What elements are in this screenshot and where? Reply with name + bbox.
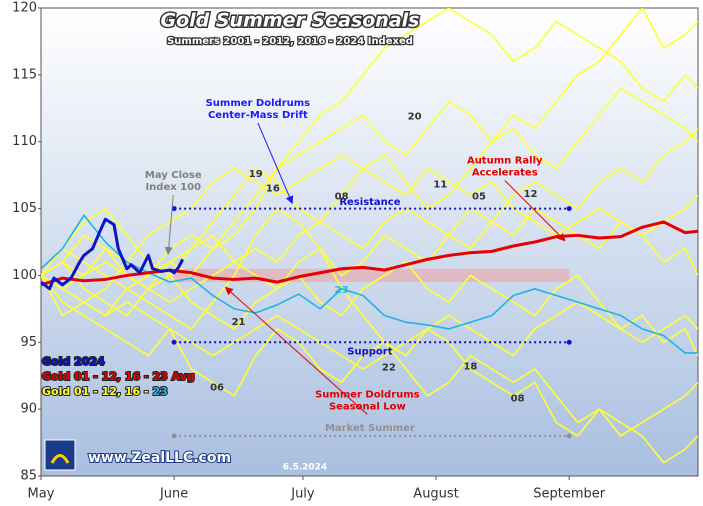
legend-text: 23 (152, 385, 167, 398)
reference-label: Support (347, 347, 392, 358)
y-tick-label: 115 (12, 67, 37, 82)
chart-title: Gold Summer Seasonals (161, 10, 420, 32)
legend-text: Gold 2024 (42, 355, 105, 368)
year-label: 08 (511, 393, 525, 404)
reference-end (566, 206, 572, 212)
reference-end (566, 339, 572, 345)
legend-text: Gold 01 - 12, 16 - (42, 385, 152, 398)
series-line (41, 274, 698, 370)
website: www.ZealLLC.com (88, 450, 231, 466)
annotation: Summer Doldrums (315, 389, 420, 400)
year-label: 16 (266, 184, 280, 195)
legend-entry: Gold 2024 (42, 355, 105, 368)
year-label: 05 (472, 192, 486, 203)
x-tick-label: July (290, 487, 315, 502)
y-tick-label: 95 (20, 335, 37, 350)
date-stamp: 6.5.2024 (283, 463, 327, 473)
seasonal-band (174, 268, 570, 283)
year-label: 11 (433, 180, 447, 191)
series-line (41, 274, 698, 464)
annotation: May Close (145, 170, 202, 181)
reference-label: Market Summer (325, 423, 415, 434)
year-label: 12 (524, 189, 538, 200)
series-line (41, 220, 698, 287)
series-line (41, 214, 698, 354)
reference-end (171, 433, 177, 439)
year-label: 19 (249, 169, 263, 180)
annotation: Summer Doldrums (206, 98, 311, 109)
annotation: Autumn Rally (467, 155, 543, 166)
year-label: 18 (463, 361, 477, 372)
series-line (41, 217, 185, 291)
year-label: 08 (335, 192, 349, 203)
series-line (41, 8, 698, 290)
y-tick-label: 105 (12, 201, 37, 216)
x-tick-label: August (413, 487, 459, 502)
annotation: Center-Mass Drift (208, 110, 308, 121)
annotation-arrow (164, 195, 174, 256)
annotation-arrow (504, 180, 566, 242)
y-tick-label: 100 (12, 268, 37, 283)
legend-entry: Gold 01 - 12, 16 - 23 (42, 385, 168, 398)
series-line (41, 207, 698, 437)
chart-subtitle: Summers 2001 - 2012, 2016 - 2024 Indexed (167, 36, 413, 47)
reference-end (171, 206, 177, 212)
year-label: 20 (408, 111, 422, 122)
year-label: 21 (232, 317, 246, 328)
y-tick-label: 120 (12, 1, 37, 16)
legend-entry: Gold 01 - 12, 16 - 23 Avg (42, 370, 195, 383)
y-tick-label: 90 (20, 402, 37, 417)
x-tick-label: June (159, 487, 188, 502)
logo-mark (50, 454, 70, 464)
legend-text: Gold 01 - 12, 16 - 23 Avg (42, 370, 195, 383)
y-tick-label: 85 (20, 469, 37, 484)
reference-end (566, 433, 572, 439)
x-tick-label: May (28, 487, 55, 502)
annotation-arrow (257, 122, 294, 205)
series-line (41, 207, 698, 330)
annotation-arrow (224, 286, 368, 415)
series-line (41, 154, 698, 277)
year-label: 06 (210, 383, 224, 394)
annotation: Accelerates (472, 167, 538, 178)
reference-end (171, 339, 177, 345)
year-label: 23 (335, 285, 349, 296)
annotation: Seasonal Low (329, 401, 406, 412)
year-label: 22 (382, 363, 396, 374)
y-tick-label: 110 (12, 134, 37, 149)
series-line (41, 127, 698, 303)
annotation: Index 100 (145, 182, 201, 193)
reference-label: Resistance (339, 197, 400, 208)
x-tick-label: September (533, 487, 606, 502)
